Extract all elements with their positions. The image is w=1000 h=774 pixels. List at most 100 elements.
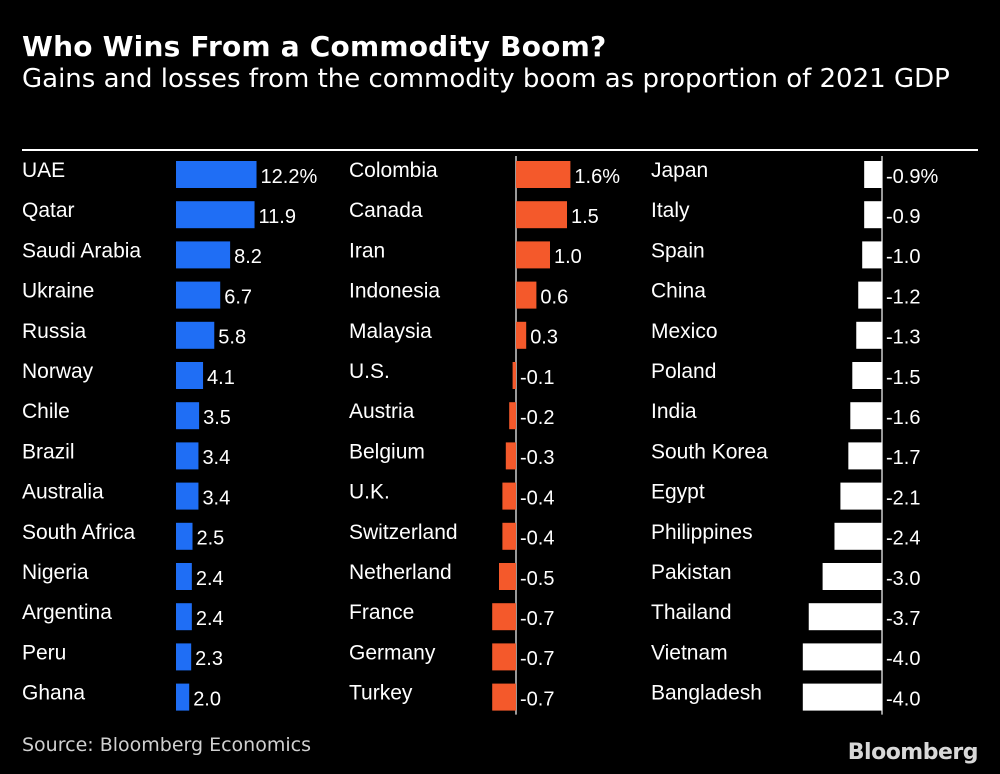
data-label: -1.0 bbox=[886, 246, 920, 268]
category-label: South Africa bbox=[22, 521, 136, 544]
data-label: -0.4 bbox=[520, 487, 554, 509]
chart-title: Who Wins From a Commodity Boom? bbox=[22, 30, 607, 63]
bar bbox=[864, 201, 882, 229]
category-label: Qatar bbox=[22, 199, 75, 222]
bar bbox=[176, 522, 193, 550]
data-label: -0.7 bbox=[520, 648, 554, 670]
data-label: -3.7 bbox=[886, 608, 920, 630]
category-label: Canada bbox=[349, 199, 423, 222]
data-label: 1.5 bbox=[571, 206, 599, 228]
category-label: Belgium bbox=[349, 440, 425, 463]
data-label: -0.9% bbox=[886, 166, 938, 188]
bar bbox=[176, 402, 200, 430]
bar bbox=[864, 161, 882, 188]
data-label: 1.6% bbox=[574, 166, 620, 188]
data-label: -1.5 bbox=[886, 367, 920, 389]
panel-2: Colombia 1.6% Canada 1.5 Iran 1.0 Indonesia 0.6… bbox=[349, 156, 620, 715]
category-label: Poland bbox=[651, 360, 716, 383]
data-label: 0.3 bbox=[530, 327, 558, 349]
category-label: Spain bbox=[651, 239, 705, 262]
data-label: -0.3 bbox=[520, 447, 554, 469]
category-label: U.K. bbox=[349, 481, 390, 504]
category-label: UAE bbox=[22, 159, 65, 182]
data-label: 2.0 bbox=[193, 688, 221, 710]
data-label: 2.4 bbox=[196, 608, 224, 630]
bar bbox=[176, 281, 221, 309]
category-label: Japan bbox=[651, 159, 708, 182]
data-label: 2.5 bbox=[197, 528, 225, 550]
category-label: Egypt bbox=[651, 481, 705, 504]
data-label: 4.1 bbox=[207, 367, 235, 389]
category-label: Malaysia bbox=[349, 320, 432, 343]
bar bbox=[176, 683, 190, 711]
category-label: Vietnam bbox=[651, 641, 728, 664]
bar bbox=[492, 603, 516, 631]
category-label: Nigeria bbox=[22, 561, 89, 584]
chart-subtitle: Gains and losses from the commodity boom… bbox=[22, 64, 950, 94]
category-label: Mexico bbox=[651, 320, 718, 343]
category-label: Argentina bbox=[22, 601, 112, 624]
category-label: Saudi Arabia bbox=[22, 239, 141, 262]
category-label: U.S. bbox=[349, 360, 390, 383]
category-label: China bbox=[651, 280, 706, 303]
panel-1: UAE 12.2% Qatar 11.9 Saudi Arabia 8.2 Ukraine 6… bbox=[22, 159, 317, 711]
category-label: South Korea bbox=[651, 440, 768, 463]
category-label: Germany bbox=[349, 641, 436, 664]
data-label: 2.4 bbox=[196, 568, 224, 590]
category-label: Philippines bbox=[651, 521, 753, 544]
bar bbox=[848, 442, 882, 470]
bar bbox=[808, 603, 882, 631]
bar bbox=[516, 241, 550, 269]
data-label: -0.5 bbox=[520, 568, 554, 590]
data-label: 12.2% bbox=[261, 166, 318, 188]
bar bbox=[502, 522, 516, 550]
data-label: -2.4 bbox=[886, 528, 920, 550]
data-label: 2.3 bbox=[195, 648, 223, 670]
data-label: 11.9 bbox=[259, 206, 296, 228]
bar bbox=[505, 442, 516, 470]
bar bbox=[499, 563, 516, 590]
bar bbox=[176, 563, 192, 590]
bar bbox=[802, 643, 882, 671]
data-label: -4.0 bbox=[886, 688, 920, 710]
category-label: Austria bbox=[349, 400, 415, 423]
category-label: France bbox=[349, 601, 414, 624]
data-label: -0.7 bbox=[520, 608, 554, 630]
bar bbox=[822, 563, 882, 590]
data-label: -0.4 bbox=[520, 528, 554, 550]
category-label: Netherland bbox=[349, 561, 452, 584]
bar bbox=[492, 643, 516, 671]
bar bbox=[176, 161, 257, 188]
data-label: -0.7 bbox=[520, 688, 554, 710]
data-label: -1.7 bbox=[886, 447, 920, 469]
category-label: Thailand bbox=[651, 601, 732, 624]
bar bbox=[176, 362, 204, 389]
bar bbox=[852, 362, 882, 389]
source-note: Source: Bloomberg Economics bbox=[22, 734, 311, 756]
data-label: -0.2 bbox=[520, 407, 554, 429]
bar bbox=[858, 281, 882, 309]
bar bbox=[176, 603, 192, 631]
category-label: Turkey bbox=[349, 682, 413, 705]
bar bbox=[176, 643, 192, 671]
category-label: Italy bbox=[651, 199, 690, 222]
data-label: -1.3 bbox=[886, 327, 920, 349]
category-label: Brazil bbox=[22, 440, 75, 463]
bar bbox=[862, 241, 882, 269]
category-label: Iran bbox=[349, 239, 385, 262]
data-label: -1.6 bbox=[886, 407, 920, 429]
bar bbox=[516, 321, 527, 349]
data-label: 0.6 bbox=[540, 286, 568, 308]
bar bbox=[856, 321, 882, 349]
data-label: -4.0 bbox=[886, 648, 920, 670]
bar bbox=[176, 241, 231, 269]
category-label: Switzerland bbox=[349, 521, 458, 544]
bar bbox=[492, 683, 516, 711]
bloomberg-logo: Bloomberg bbox=[847, 740, 979, 765]
header-rule bbox=[22, 149, 978, 151]
bar bbox=[834, 522, 882, 550]
category-label: Bangladesh bbox=[651, 682, 762, 705]
category-label: Chile bbox=[22, 400, 70, 423]
data-label: -1.2 bbox=[886, 286, 920, 308]
category-label: Indonesia bbox=[349, 280, 440, 303]
